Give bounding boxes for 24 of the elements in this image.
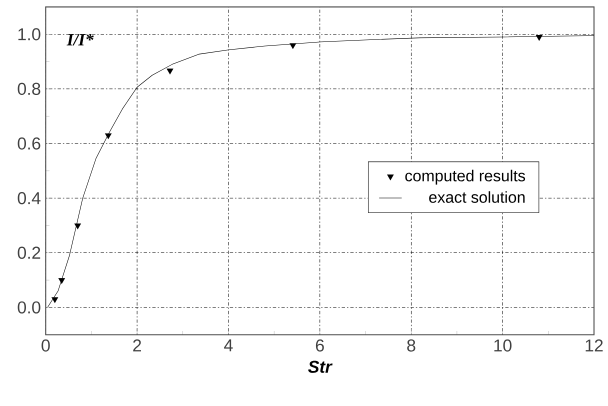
x-tick-label: 0 <box>42 339 50 352</box>
y-tick-label: 0.4 <box>18 192 41 204</box>
point <box>105 133 112 139</box>
y-tick-label: 1.0 <box>18 28 40 40</box>
point <box>290 43 296 49</box>
y-tick-label: 0.8 <box>18 82 40 95</box>
x-tick-label: 10 <box>494 339 512 352</box>
point <box>74 223 81 230</box>
x-tick-label: 6 <box>316 339 324 352</box>
x-axis-title: Str <box>308 360 333 373</box>
y-tick-label: 0.6 <box>18 137 40 150</box>
y-axis-title: I/I* <box>66 34 94 46</box>
legend-label: computed results <box>405 170 526 184</box>
legend-label: exact solution <box>429 191 525 203</box>
point <box>52 297 58 303</box>
point <box>58 278 65 284</box>
y-tick-label: 0.0 <box>18 301 40 314</box>
x-tick-label: 8 <box>407 339 416 352</box>
point <box>166 68 174 74</box>
point <box>536 34 542 41</box>
y-tick-label: 0.2 <box>18 246 40 259</box>
x-tick-label: 12 <box>586 339 603 352</box>
x-tick-label: 4 <box>224 339 233 352</box>
x-tick-label: 2 <box>133 339 142 352</box>
